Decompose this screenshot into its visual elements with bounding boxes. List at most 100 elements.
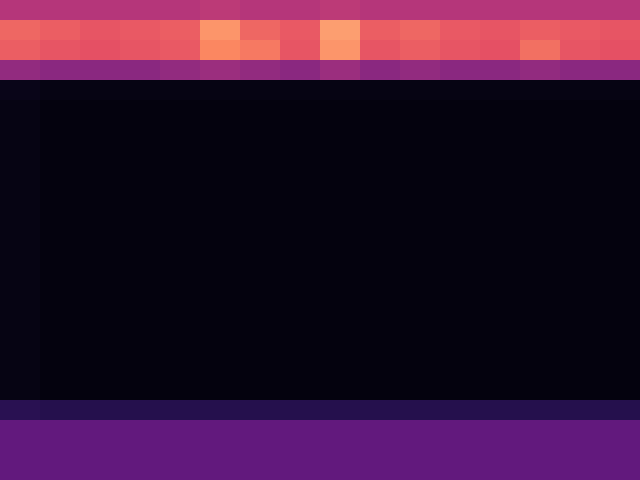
- heatmap-cell: [480, 120, 521, 141]
- heatmap-cell: [400, 300, 441, 321]
- heatmap-cell: [520, 280, 561, 301]
- heatmap-cell: [560, 380, 601, 401]
- heatmap-cell: [440, 160, 481, 181]
- heatmap-cell: [160, 440, 201, 461]
- heatmap-cell: [200, 140, 241, 161]
- heatmap-cell: [360, 280, 401, 301]
- heatmap-cell: [240, 320, 281, 341]
- heatmap-cell: [360, 100, 401, 121]
- heatmap-cell: [240, 80, 281, 101]
- heatmap-cell: [280, 200, 321, 221]
- heatmap-cell: [0, 100, 41, 121]
- heatmap-cell: [560, 140, 601, 161]
- heatmap-cell: [400, 260, 441, 281]
- heatmap-cell: [120, 340, 161, 361]
- heatmap-cell: [520, 360, 561, 381]
- heatmap-cell: [280, 460, 321, 480]
- heatmap-cell: [600, 200, 640, 221]
- heatmap-cell: [480, 100, 521, 121]
- heatmap-cell: [440, 420, 481, 441]
- heatmap-cell: [360, 20, 401, 41]
- heatmap-cell: [600, 320, 640, 341]
- heatmap-cell: [320, 360, 361, 381]
- heatmap-cell: [40, 160, 81, 181]
- heatmap-cell: [360, 240, 401, 261]
- heatmap-cell: [600, 260, 640, 281]
- heatmap-cell: [0, 140, 41, 161]
- heatmap-cell: [600, 140, 640, 161]
- heatmap-cell: [200, 400, 241, 421]
- heatmap-cell: [160, 460, 201, 480]
- heatmap-cell: [80, 360, 121, 381]
- heatmap-cell: [440, 20, 481, 41]
- heatmap-cell: [440, 280, 481, 301]
- heatmap-cell: [200, 420, 241, 441]
- heatmap-cell: [280, 340, 321, 361]
- heatmap-cell: [120, 240, 161, 261]
- heatmap-cell: [520, 200, 561, 221]
- heatmap-cell: [40, 360, 81, 381]
- heatmap-cell: [360, 220, 401, 241]
- heatmap-cell: [520, 180, 561, 201]
- heatmap-cell: [480, 360, 521, 381]
- heatmap-cell: [360, 260, 401, 281]
- heatmap-cell: [400, 140, 441, 161]
- heatmap-cell: [40, 140, 81, 161]
- heatmap-cell: [120, 140, 161, 161]
- heatmap-cell: [280, 180, 321, 201]
- heatmap-cell: [320, 400, 361, 421]
- heatmap-cell: [320, 60, 361, 81]
- heatmap-cell: [440, 260, 481, 281]
- heatmap-cell: [80, 280, 121, 301]
- heatmap-cell: [480, 80, 521, 101]
- heatmap-cell: [200, 380, 241, 401]
- heatmap-cell: [160, 80, 201, 101]
- heatmap-cell: [200, 340, 241, 361]
- heatmap-cell: [40, 460, 81, 480]
- heatmap-cell: [480, 160, 521, 181]
- heatmap-cell: [0, 200, 41, 221]
- heatmap-cell: [480, 440, 521, 461]
- heatmap-cell: [80, 60, 121, 81]
- heatmap-cell: [0, 240, 41, 261]
- heatmap-cell: [120, 400, 161, 421]
- heatmap-cell: [360, 300, 401, 321]
- heatmap-cell: [600, 420, 640, 441]
- heatmap-cell: [80, 40, 121, 61]
- heatmap-cell: [320, 460, 361, 480]
- heatmap-cell: [440, 220, 481, 241]
- heatmap-cell: [0, 80, 41, 101]
- heatmap-cell: [80, 240, 121, 261]
- heatmap-cell: [0, 320, 41, 341]
- heatmap-cell: [280, 160, 321, 181]
- heatmap-cell: [560, 0, 601, 21]
- heatmap-cell: [360, 140, 401, 161]
- heatmap-cell: [120, 440, 161, 461]
- heatmap-cell: [120, 280, 161, 301]
- heatmap-cell: [200, 460, 241, 480]
- heatmap-cell: [560, 60, 601, 81]
- heatmap-cell: [400, 180, 441, 201]
- heatmap-cell: [200, 240, 241, 261]
- heatmap-cell: [520, 20, 561, 41]
- heatmap-cell: [560, 340, 601, 361]
- heatmap-cell: [560, 260, 601, 281]
- heatmap-cell: [280, 440, 321, 461]
- heatmap-cell: [320, 280, 361, 301]
- heatmap-cell: [40, 420, 81, 441]
- heatmap-cell: [0, 220, 41, 241]
- heatmap-cell: [400, 420, 441, 441]
- heatmap-cell: [400, 380, 441, 401]
- heatmap-cell: [400, 60, 441, 81]
- heatmap-cell: [240, 180, 281, 201]
- heatmap-cell: [120, 80, 161, 101]
- heatmap-cell: [440, 440, 481, 461]
- heatmap-cell: [320, 80, 361, 101]
- heatmap-cell: [440, 360, 481, 381]
- heatmap-cell: [200, 280, 241, 301]
- heatmap-cell: [560, 220, 601, 241]
- heatmap-cell: [240, 380, 281, 401]
- heatmap-cell: [600, 460, 640, 480]
- heatmap-cell: [520, 260, 561, 281]
- heatmap-cell: [480, 460, 521, 480]
